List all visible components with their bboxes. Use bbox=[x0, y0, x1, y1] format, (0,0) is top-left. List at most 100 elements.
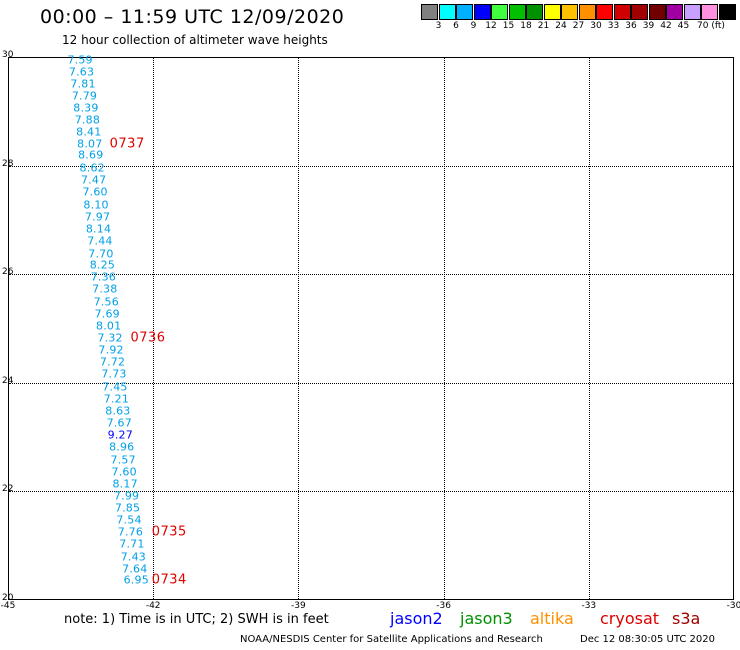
swh-value: 7.92 bbox=[98, 343, 124, 357]
footer-credit: NOAA/NESDIS Center for Satellite Applica… bbox=[240, 634, 543, 645]
color-scale-swatch bbox=[596, 4, 613, 20]
color-scale-swatch bbox=[648, 4, 666, 20]
swh-value: 7.63 bbox=[68, 65, 95, 79]
color-scale-swatch bbox=[613, 4, 631, 20]
swh-value: 7.70 bbox=[88, 247, 114, 261]
color-scale-label: 12 bbox=[485, 21, 497, 31]
swh-value: 7.99 bbox=[113, 489, 140, 503]
color-scale-swatch bbox=[683, 4, 701, 20]
color-scale-label: 30 bbox=[590, 21, 602, 31]
swh-value: 8.62 bbox=[79, 161, 105, 175]
swh-value: 7.45 bbox=[102, 380, 128, 394]
time-label: 0736 bbox=[130, 330, 166, 346]
latitude-gridline bbox=[9, 491, 733, 493]
color-scale-swatch bbox=[421, 4, 438, 20]
swh-value: 7.72 bbox=[99, 355, 126, 369]
swh-value: 8.25 bbox=[89, 258, 116, 272]
color-scale-swatch bbox=[526, 4, 543, 20]
swh-value: 8.17 bbox=[112, 477, 138, 491]
swh-value: 7.38 bbox=[92, 282, 118, 296]
swh-value: 7.88 bbox=[74, 113, 101, 127]
swh-value: 7.73 bbox=[101, 367, 127, 381]
swh-value: 8.14 bbox=[85, 222, 112, 236]
swh-value: 8.10 bbox=[83, 198, 109, 212]
x-tick-label: -42 bbox=[145, 601, 161, 611]
longitude-gridline bbox=[153, 58, 155, 599]
color-scale-swatch bbox=[491, 4, 508, 20]
longitude-gridline bbox=[588, 58, 590, 599]
color-scale-swatch bbox=[438, 4, 456, 20]
latitude-gridline bbox=[9, 382, 733, 384]
color-scale-swatch bbox=[578, 4, 596, 20]
color-scale-label: 27 bbox=[572, 21, 585, 31]
color-scale-label: 45 bbox=[677, 21, 690, 31]
swh-value: 7.47 bbox=[81, 173, 107, 187]
y-tick-label: 26 bbox=[2, 267, 14, 278]
swh-value: 7.71 bbox=[119, 537, 145, 551]
color-scale-label: 36 bbox=[625, 21, 637, 31]
y-tick-label: 24 bbox=[2, 375, 14, 386]
swh-value: 7.21 bbox=[103, 392, 130, 406]
color-scale-label: 33 bbox=[607, 21, 620, 31]
units-note: note: 1) Time is in UTC; 2) SWH is in fe… bbox=[64, 612, 329, 627]
swh-value: 7.59 bbox=[67, 53, 93, 67]
y-tick-label: 30 bbox=[2, 50, 14, 60]
color-scale-label: 15 bbox=[502, 21, 515, 31]
satellite-legend-s3a: s3a bbox=[672, 609, 701, 628]
x-tick-label: -33 bbox=[581, 601, 597, 611]
swh-value: 8.01 bbox=[96, 319, 122, 333]
color-scale-swatch bbox=[718, 4, 736, 20]
color-scale-label: 70 (ft) bbox=[697, 21, 725, 31]
swh-value: 7.36 bbox=[90, 270, 116, 284]
swh-value: 7.44 bbox=[87, 234, 113, 248]
color-scale-label: 42 bbox=[660, 21, 672, 31]
x-tick-label: -30 bbox=[726, 601, 740, 611]
swh-value: 7.69 bbox=[94, 307, 120, 321]
x-tick-label: -39 bbox=[291, 601, 306, 611]
swh-value: 7.32 bbox=[97, 331, 123, 345]
swh-value: 8.96 bbox=[109, 440, 135, 454]
swh-value: 8.69 bbox=[78, 148, 104, 162]
color-scale-swatch bbox=[701, 4, 718, 20]
y-tick-label: 20 bbox=[2, 593, 14, 603]
color-scale-swatch bbox=[543, 4, 561, 20]
time-label: 0737 bbox=[109, 136, 145, 152]
color-scale-swatch bbox=[561, 4, 578, 20]
swh-value: 6.95 bbox=[123, 573, 149, 587]
swh-value: 8.07 bbox=[77, 137, 103, 151]
swh-value: 7.85 bbox=[114, 501, 141, 515]
color-scale-label: 9 bbox=[470, 21, 477, 31]
swh-value: 7.56 bbox=[93, 295, 119, 309]
x-tick-label: -45 bbox=[0, 601, 16, 611]
time-label: 0734 bbox=[151, 572, 187, 588]
latitude-gridline bbox=[9, 165, 733, 167]
color-scale-label: 18 bbox=[520, 21, 532, 31]
color-scale-label: 39 bbox=[642, 21, 655, 31]
longitude-gridline bbox=[298, 58, 300, 599]
swh-value: 7.67 bbox=[106, 416, 132, 430]
swh-value: 7.60 bbox=[111, 465, 137, 479]
color-scale-swatch bbox=[631, 4, 648, 20]
y-tick-label: 22 bbox=[2, 484, 14, 495]
color-scale-swatch bbox=[666, 4, 683, 20]
swh-value: 7.79 bbox=[71, 89, 98, 103]
swh-value: 7.60 bbox=[82, 185, 108, 199]
swh-value: 7.76 bbox=[117, 525, 144, 539]
satellite-legend-altika: altika bbox=[530, 609, 574, 628]
time-label: 0735 bbox=[151, 524, 187, 540]
color-scale-label: 21 bbox=[537, 21, 550, 31]
color-scale-swatch bbox=[508, 4, 526, 20]
swh-value: 9.27 bbox=[107, 428, 133, 442]
swh-value: 7.64 bbox=[122, 562, 148, 575]
swh-value: 8.41 bbox=[76, 125, 102, 139]
color-scale-swatch bbox=[473, 4, 491, 20]
swh-value: 7.54 bbox=[116, 513, 142, 527]
swh-value: 8.63 bbox=[105, 404, 131, 418]
satellite-legend-cryosat: cryosat bbox=[600, 609, 660, 628]
map-plot-area bbox=[8, 57, 734, 600]
swh-value: 7.43 bbox=[120, 550, 146, 564]
y-tick-label: 28 bbox=[2, 158, 14, 169]
color-scale-swatch bbox=[456, 4, 473, 20]
swh-value: 8.39 bbox=[73, 101, 99, 115]
x-tick-label: -36 bbox=[436, 601, 451, 611]
